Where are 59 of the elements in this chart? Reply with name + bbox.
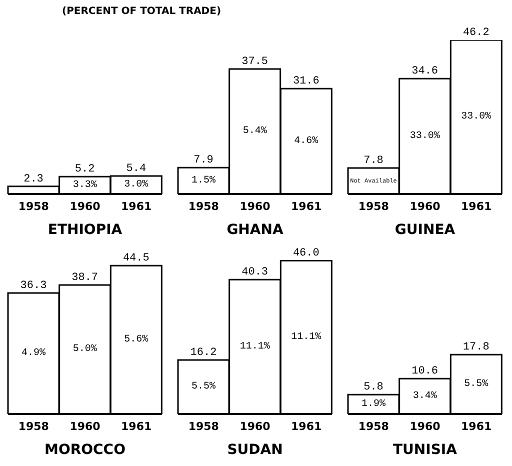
annotation: 5.4%: [242, 126, 267, 137]
data-label: 38.7: [72, 272, 98, 284]
data-label: 7.9: [194, 154, 214, 167]
data-label: 46.0: [292, 248, 320, 260]
data-label: 37.5: [242, 56, 268, 68]
annotation: 4.9%: [21, 348, 46, 359]
x-axis-title: ETHIOPIA: [48, 222, 122, 238]
annotation: 1.5%: [191, 175, 216, 186]
x-tick-label: 1960: [410, 420, 441, 433]
annotation: 5.5%: [464, 378, 488, 390]
x-tick-label: 1960: [240, 420, 271, 433]
x-tick-label: 1960: [240, 200, 271, 213]
x-tick-label: 1961: [291, 200, 322, 213]
x-tick-label: 1960: [70, 200, 101, 213]
x-axis-title: MOROCCO: [44, 442, 126, 458]
x-tick-label: 1960: [410, 200, 441, 213]
chart-title: (PERCENT OF TOTAL TRADE): [62, 6, 222, 17]
annotation: 5.0%: [72, 344, 97, 355]
x-tick-label: 1960: [70, 420, 101, 433]
data-label: 10.6: [412, 366, 438, 378]
data-label: 36.3: [20, 280, 47, 292]
annotation: 33.0%: [410, 130, 440, 142]
x-tick-label: 1961: [461, 420, 492, 433]
annotation: 1.9%: [361, 398, 386, 410]
x-tick-label: 1958: [188, 200, 219, 213]
data-label: 5.2: [74, 164, 95, 176]
x-tick-label: 1961: [461, 200, 492, 213]
annotation: 3.4%: [412, 390, 437, 402]
data-label: 34.6: [412, 66, 438, 78]
data-label: 40.3: [242, 266, 268, 279]
data-label: 7.8: [364, 155, 384, 167]
x-axis-title: SUDAN: [227, 442, 283, 458]
x-tick-label: 1961: [291, 420, 322, 433]
x-axis-title: GUINEA: [394, 222, 456, 238]
x-tick-label: 1961: [121, 420, 152, 433]
data-label: 31.6: [292, 76, 320, 88]
data-label: 46.2: [462, 27, 490, 39]
data-label: 2.3: [24, 173, 44, 186]
data-label: 17.8: [462, 342, 490, 354]
annotation: 4.6%: [294, 136, 318, 147]
annotation: 11.1%: [291, 332, 322, 343]
data-label: 5.4: [126, 163, 146, 175]
annotation: 11.1%: [240, 341, 270, 352]
x-tick-label: 1958: [18, 200, 49, 213]
annotation: 5.5%: [191, 382, 216, 392]
annotation: 3.0%: [124, 180, 148, 190]
x-tick-label: 1958: [188, 420, 219, 433]
annotation: 33.0%: [461, 112, 492, 122]
x-tick-label: 1958: [358, 420, 389, 433]
x-tick-label: 1958: [358, 200, 389, 213]
data-label: 44.5: [122, 252, 150, 265]
annotation: 5.6%: [124, 334, 148, 346]
data-label: 5.8: [364, 382, 384, 394]
x-tick-label: 1961: [121, 200, 152, 213]
x-axis-title: TUNISIA: [393, 442, 458, 458]
annotation: 3.3%: [72, 180, 97, 191]
x-axis-title: GHANA: [226, 222, 284, 238]
x-tick-label: 1958: [18, 420, 49, 433]
data-label: 16.2: [190, 347, 217, 359]
